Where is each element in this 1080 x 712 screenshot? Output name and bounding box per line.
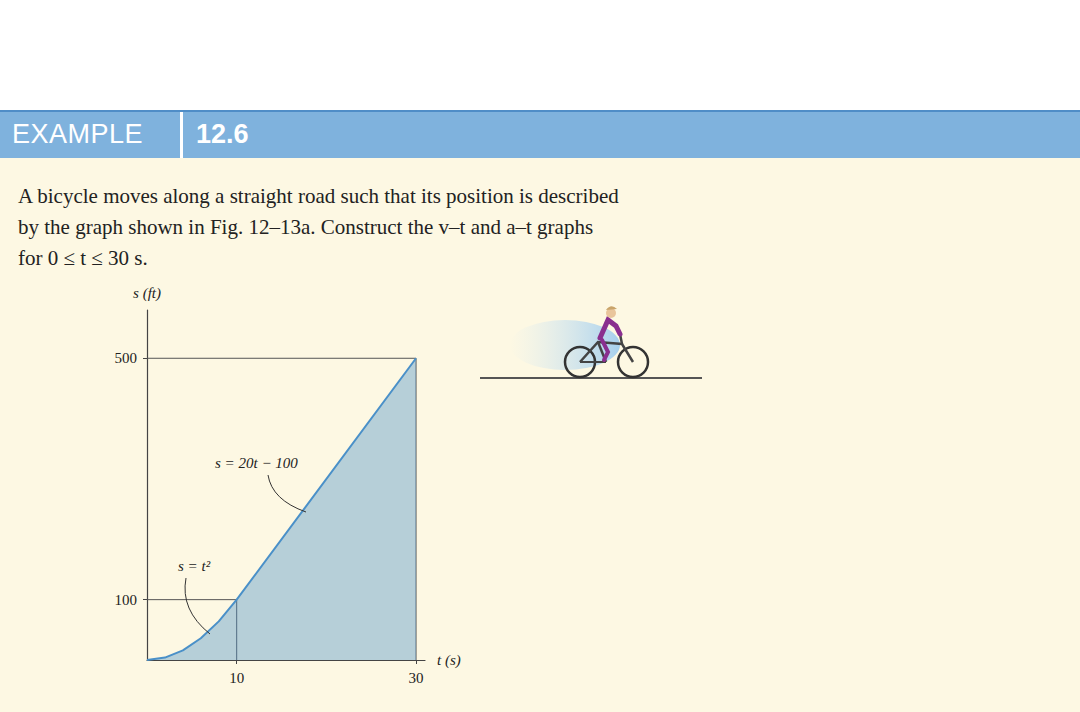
html-text:by the graph shown in Fig. 12–: by the graph shown in Fig. 12–13a. Const…: [18, 215, 594, 239]
svg-text:30: 30: [409, 670, 424, 686]
html-text:for 0 ≤ t ≤ 30 s.: for 0 ≤ t ≤ 30 s.: [18, 246, 148, 270]
svg-text:s (ft): s (ft): [133, 285, 161, 302]
html-text:EXAMPLE: EXAMPLE: [12, 119, 144, 149]
svg-text:500: 500: [115, 350, 138, 366]
html-text:12.6: 12.6: [196, 119, 249, 149]
svg-text:s = t²: s = t²: [178, 558, 211, 574]
svg-text:10: 10: [229, 670, 244, 686]
html-text:A bicycle moves along a straig: A bicycle moves along a straight road su…: [18, 184, 619, 208]
svg-text:100: 100: [115, 592, 138, 608]
svg-text:t (s): t (s): [437, 652, 461, 669]
svg-text:s = 20t − 100: s = 20t − 100: [215, 455, 298, 471]
